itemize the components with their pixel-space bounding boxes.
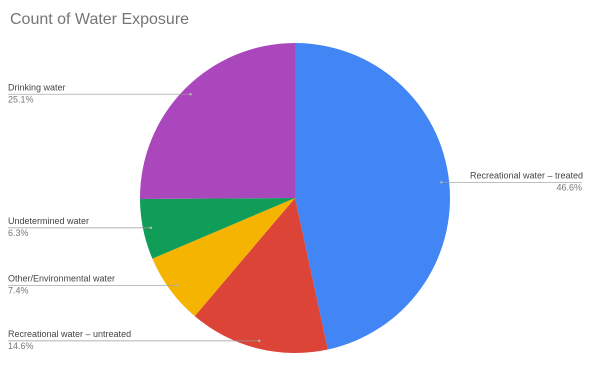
slice-percent: 25.1%: [8, 95, 34, 105]
pie-slice: [140, 198, 295, 259]
slice-label: Undetermined water: [8, 216, 89, 226]
slice-label: Recreational water – untreated: [8, 329, 131, 339]
slice-label: Recreational water – treated: [470, 171, 583, 181]
chart-title: Count of Water Exposure: [10, 11, 189, 28]
slice-percent: 7.4%: [8, 286, 29, 296]
leader-dot: [175, 284, 178, 287]
pie-slice: [152, 198, 295, 317]
leader-dot: [149, 226, 153, 230]
slice-percent: 14.6%: [8, 341, 34, 351]
slice-percent: 46.6%: [556, 183, 582, 193]
slice-percent: 6.3%: [8, 228, 29, 238]
leader-dot: [189, 93, 192, 96]
pie-slice: [194, 198, 328, 353]
pie-slice: [295, 43, 451, 350]
leader-dot: [258, 339, 261, 343]
slice-label: Other/Environmental water: [8, 274, 115, 284]
slice-label: Drinking water: [8, 83, 66, 93]
leader-dot: [440, 181, 443, 184]
pie-slice: [140, 43, 295, 199]
